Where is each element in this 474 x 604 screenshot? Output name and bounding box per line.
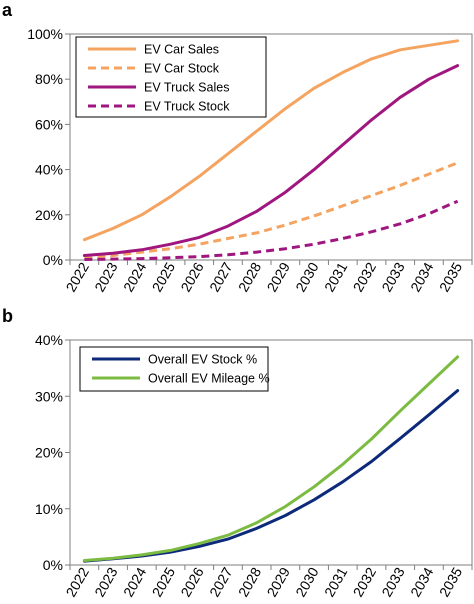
x-tick-label: 2027 <box>206 564 236 599</box>
legend-label: EV Car Sales <box>144 43 219 57</box>
panel-a-label: a <box>2 0 13 20</box>
y-tick-label: 10% <box>35 501 63 517</box>
panel-b-label: b <box>2 306 13 326</box>
legend-label: Overall EV Stock % <box>148 353 257 367</box>
x-tick-label: 2028 <box>235 564 265 599</box>
y-tick-label: 40% <box>35 162 63 178</box>
x-tick-label: 2031 <box>321 564 351 599</box>
series-line-ev-truck-sales <box>82 64 460 257</box>
y-tick-label: 20% <box>35 445 63 461</box>
y-tick-label: 60% <box>35 116 63 132</box>
x-tick-label: 2022 <box>63 564 93 599</box>
x-tick-label: 2024 <box>120 259 150 294</box>
series-line-overall-ev-mileage <box>82 355 460 562</box>
series-line-ev-car-sales <box>82 39 460 242</box>
x-tick-label: 2032 <box>350 564 380 599</box>
x-tick-label: 2025 <box>149 564 179 599</box>
y-tick-label: 30% <box>35 388 63 404</box>
y-tick-label: 20% <box>35 207 63 223</box>
legend-label: EV Truck Stock <box>144 100 230 114</box>
x-tick-label: 2026 <box>177 564 207 599</box>
x-tick-label: 2033 <box>378 564 408 599</box>
x-tick-label: 2022 <box>63 259 93 294</box>
x-tick-label: 2034 <box>407 564 437 599</box>
y-tick-label: 0% <box>43 252 63 268</box>
chart-a: 0%20%40%60%80%100%2022 2023 2024 2025 2026 20… <box>27 26 473 294</box>
legend-box <box>79 346 269 392</box>
legend-label: Overall EV Mileage % <box>148 372 270 386</box>
chart-b: 0%10%20%30%40%2022 2023 2024 2025 2026 2027 20… <box>35 332 473 599</box>
y-tick-label: 80% <box>35 71 63 87</box>
x-tick-label: 2035 <box>436 564 466 599</box>
y-tick-label: 0% <box>43 557 63 573</box>
series-line-ev-truck-stock <box>84 199 459 261</box>
x-tick-label: 2027 <box>206 259 236 294</box>
x-tick-label: 2023 <box>91 259 121 294</box>
x-tick-label: 2025 <box>149 259 179 294</box>
x-tick-label: 2026 <box>177 259 207 294</box>
x-tick-label: 2031 <box>321 259 351 294</box>
x-tick-label: 2030 <box>292 259 322 294</box>
y-tick-label: 100% <box>27 26 63 42</box>
x-tick-label: 2034 <box>407 259 437 294</box>
series-line-ev-car-stock <box>84 161 459 260</box>
x-tick-label: 2035 <box>436 259 466 294</box>
x-tick-label: 2024 <box>120 564 150 599</box>
x-tick-label: 2023 <box>91 564 121 599</box>
legend-label: EV Truck Sales <box>144 81 229 95</box>
legend-label: EV Car Stock <box>144 62 220 76</box>
x-tick-label: 2029 <box>264 259 294 294</box>
series-line-overall-ev-stock <box>82 389 460 563</box>
y-tick-label: 40% <box>35 332 63 348</box>
x-tick-label: 2028 <box>235 259 265 294</box>
x-tick-label: 2033 <box>378 259 408 294</box>
x-tick-label: 2029 <box>264 564 294 599</box>
x-tick-label: 2030 <box>292 564 322 599</box>
x-tick-label: 2032 <box>350 259 380 294</box>
